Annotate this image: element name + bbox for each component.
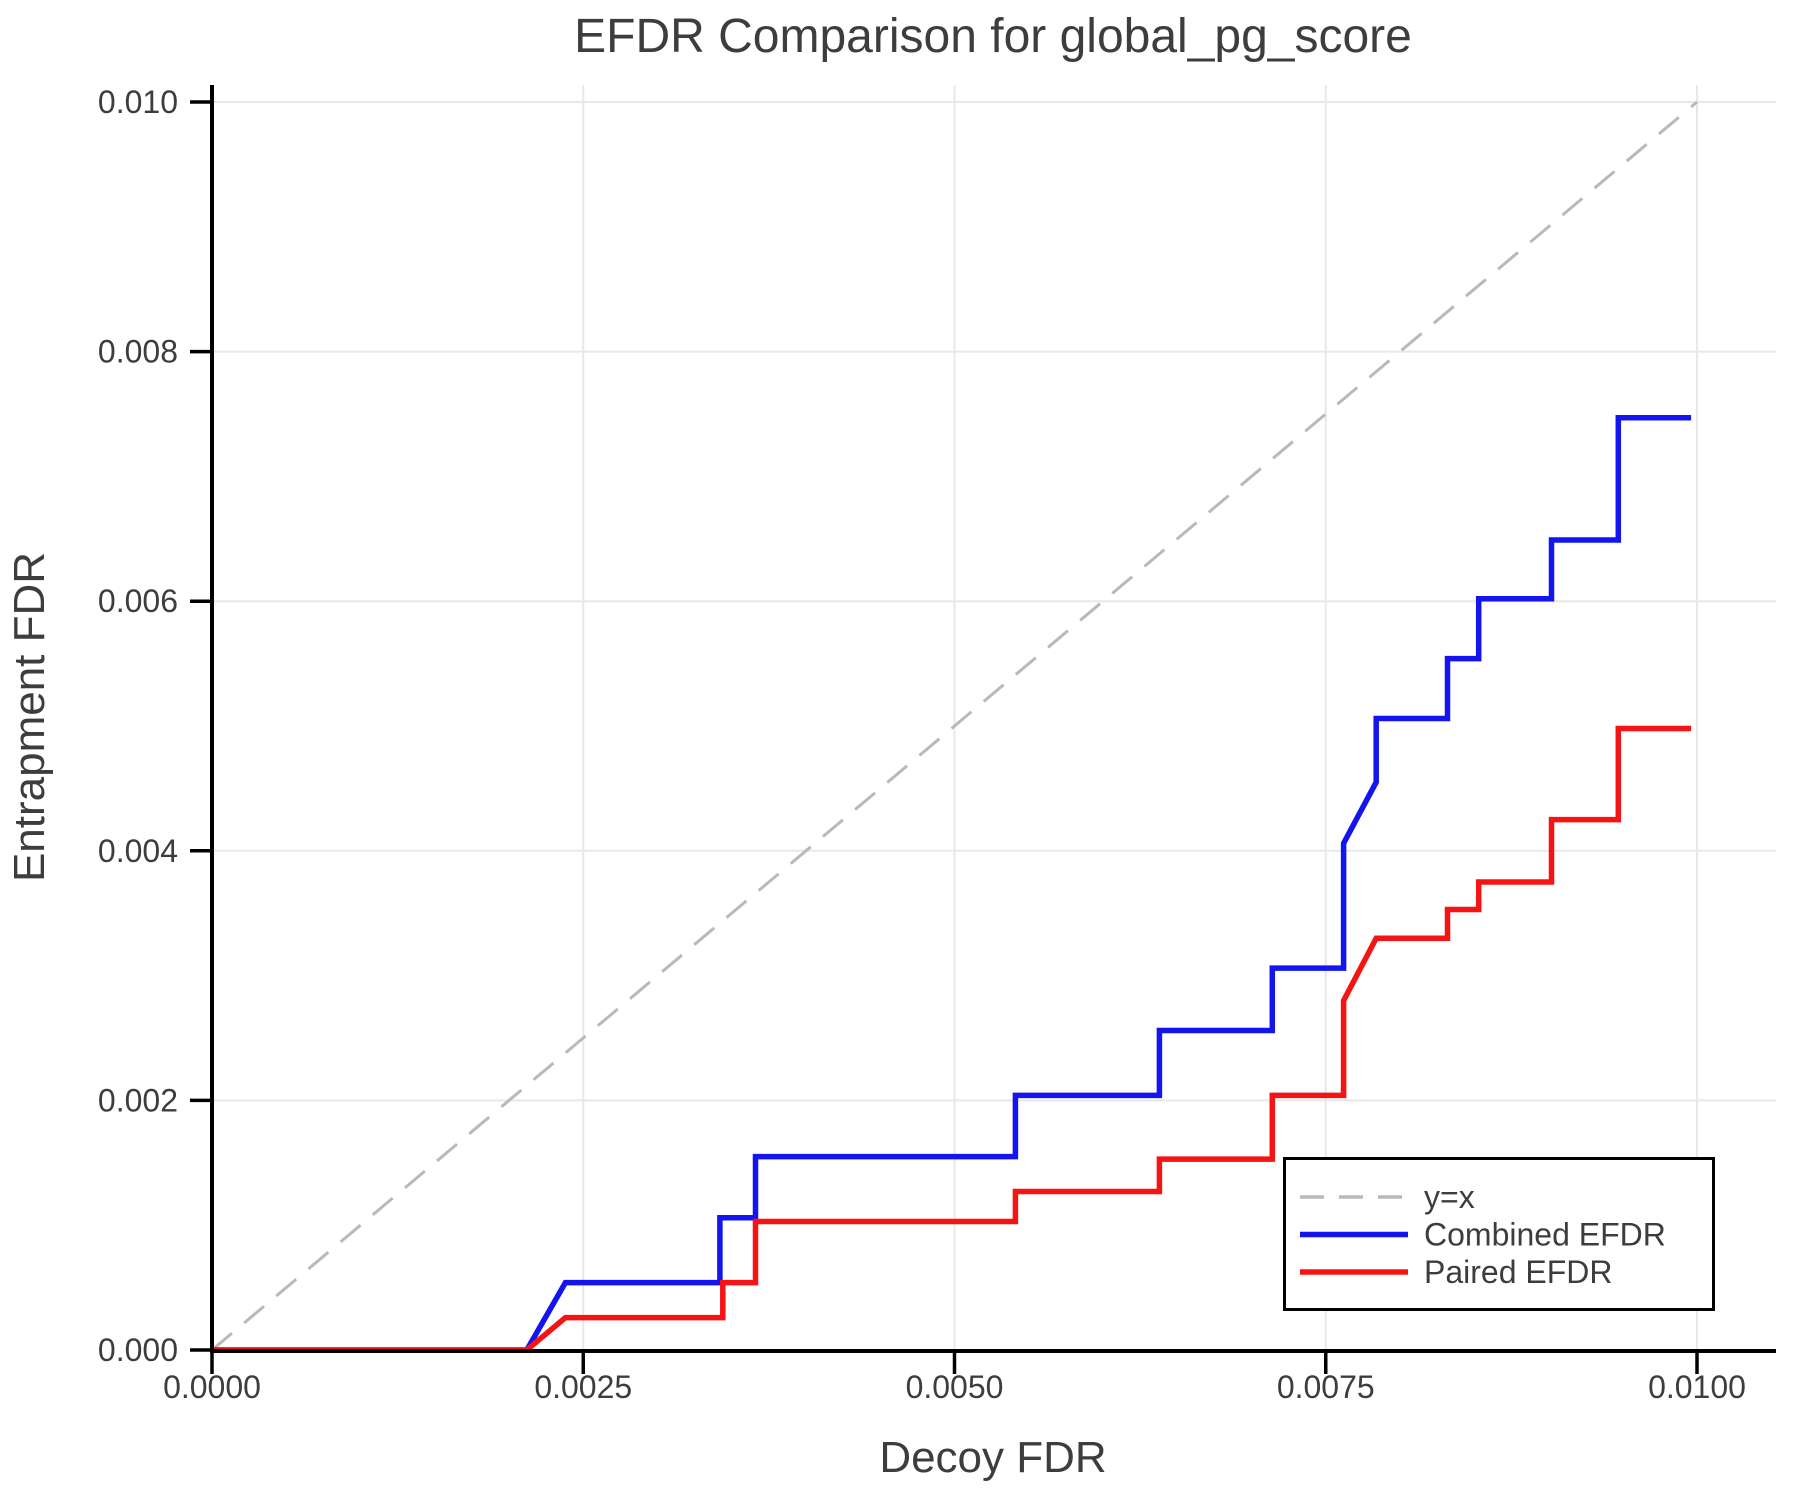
y-tick-label: 0.006 [98,583,178,619]
series-line-paired-efdr [212,725,1692,1353]
series-line-y-x [211,100,1698,1352]
series-line-combined-efdr [212,414,1692,1353]
y-tick-label: 0.000 [98,1332,178,1368]
legend-entry-label: Combined EFDR [1424,1217,1666,1253]
x-tick-label: 0.0000 [163,1369,261,1405]
x-tick-label: 0.0075 [1277,1369,1375,1405]
axis-ticks [190,100,1699,1374]
grid-layer [212,85,1776,1351]
x-axis-label: Decoy FDR [879,1433,1106,1482]
y-tick-label: 0.004 [98,833,178,869]
axis-spines [210,85,1776,1353]
series-layer [211,100,1698,1353]
tick-labels: 0.0000 0.0025 0.0050 0.0075 0.0100 0.000 0.002… [98,84,1746,1405]
y-tick-label: 0.008 [98,334,178,370]
y-tick-label: 0.010 [98,84,178,120]
y-axis-label: Entrapment FDR [5,552,54,882]
x-tick-label: 0.0100 [1648,1369,1746,1405]
chart-title: EFDR Comparison for global_pg_score [574,10,1412,63]
x-tick-label: 0.0050 [906,1369,1004,1405]
y-tick-label: 0.002 [98,1082,178,1118]
legend-entry-label: y=x [1424,1179,1475,1215]
x-tick-label: 0.0025 [534,1369,632,1405]
legend-entry-label: Paired EFDR [1424,1254,1613,1290]
